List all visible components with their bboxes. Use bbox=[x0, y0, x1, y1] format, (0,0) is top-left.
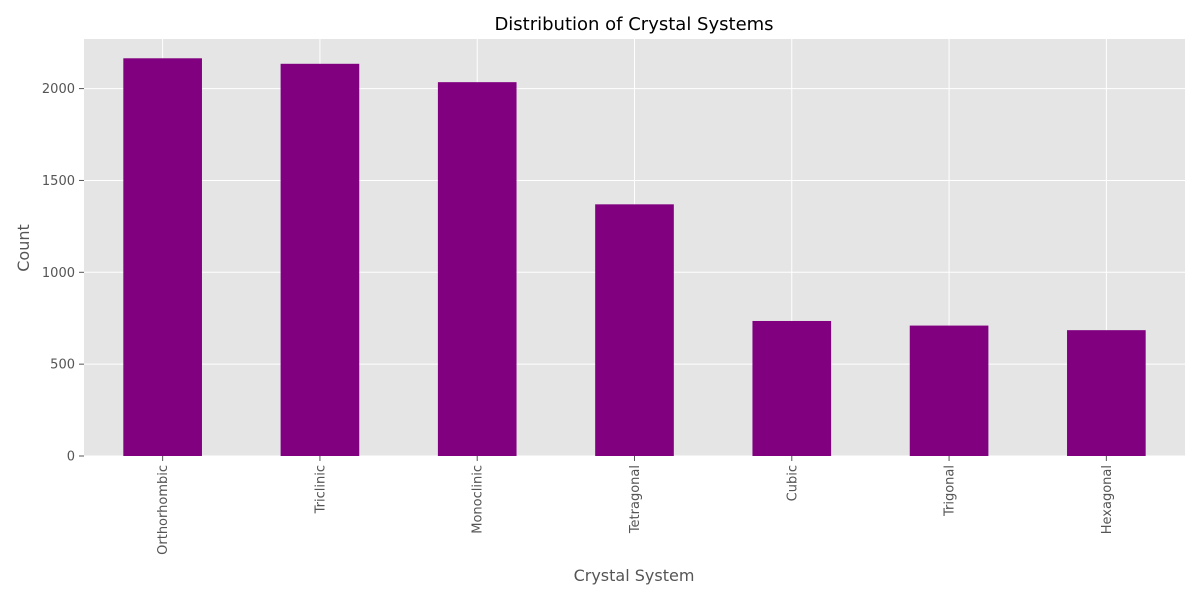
chart-title: Distribution of Crystal Systems bbox=[494, 14, 773, 35]
y-tick-label: 1000 bbox=[42, 266, 75, 281]
bar-orthorhombic bbox=[123, 58, 202, 457]
x-tick-label: Triclinic bbox=[313, 465, 328, 514]
x-tick-label: Monoclinic bbox=[471, 465, 486, 534]
x-tick-label: Hexagonal bbox=[1100, 465, 1115, 534]
x-tick-label: Cubic bbox=[785, 465, 800, 501]
bar-cubic bbox=[752, 320, 832, 456]
bars bbox=[123, 58, 1146, 457]
y-tick-label: 2000 bbox=[42, 82, 75, 97]
y-tick-label: 500 bbox=[50, 358, 75, 373]
x-axis-label: Crystal System bbox=[574, 566, 695, 585]
y-axis-label: Count bbox=[14, 224, 33, 272]
bar-triclinic bbox=[280, 63, 360, 456]
y-tick-label: 0 bbox=[67, 450, 75, 465]
bar-trigonal bbox=[909, 325, 989, 456]
y-axis-ticks: 0 500 1000 1500 2000 bbox=[42, 82, 84, 465]
x-tick-label: Tetragonal bbox=[628, 465, 643, 534]
bar-hexagonal bbox=[1067, 330, 1146, 456]
bar-monoclinic bbox=[437, 82, 517, 456]
bar-tetragonal bbox=[595, 204, 674, 456]
x-tick-label: Trigonal bbox=[943, 465, 958, 517]
x-tick-label: Orthorhombic bbox=[156, 465, 171, 555]
x-axis-ticks: Orthorhombic Triclinic Monoclinic Tetragona… bbox=[156, 456, 1115, 555]
y-tick-label: 1500 bbox=[42, 174, 75, 189]
